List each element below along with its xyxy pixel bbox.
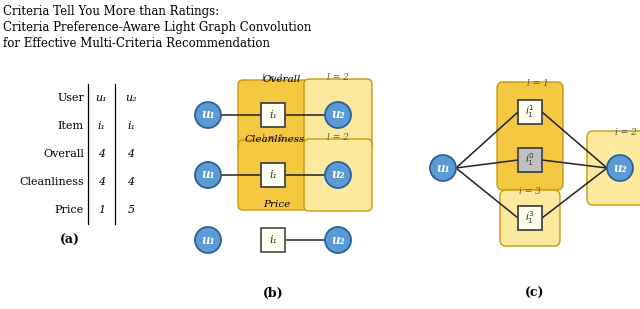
Text: l = 2: l = 2 [327, 133, 349, 142]
Text: i₁: i₁ [97, 121, 106, 131]
Text: u₁: u₁ [436, 162, 450, 175]
Text: i₁: i₁ [269, 235, 277, 245]
Text: 4: 4 [127, 177, 134, 187]
Text: l = 1: l = 1 [527, 79, 549, 88]
Circle shape [195, 162, 221, 188]
Circle shape [430, 155, 456, 181]
Text: i₁: i₁ [127, 121, 135, 131]
Text: (c): (c) [525, 287, 545, 300]
Text: 4: 4 [98, 149, 105, 159]
Text: u₂: u₂ [331, 108, 345, 121]
Text: u₁: u₁ [201, 168, 215, 181]
Circle shape [325, 162, 351, 188]
FancyBboxPatch shape [518, 148, 542, 172]
Text: User: User [57, 93, 84, 103]
Text: 4: 4 [127, 149, 134, 159]
Text: u₂: u₂ [125, 93, 137, 103]
Text: for Effective Multi-Criteria Recommendation: for Effective Multi-Criteria Recommendat… [3, 37, 270, 50]
Text: (a): (a) [60, 234, 80, 247]
Text: u₁: u₁ [96, 93, 108, 103]
Text: Cleanliness: Cleanliness [245, 135, 305, 144]
Text: i₁: i₁ [269, 110, 277, 120]
Text: 4: 4 [98, 177, 105, 187]
Circle shape [195, 227, 221, 253]
Text: u₁: u₁ [201, 234, 215, 247]
Text: i = 3: i = 3 [519, 187, 541, 196]
Text: u₂: u₂ [331, 168, 345, 181]
Text: Overall: Overall [263, 75, 301, 84]
Text: 1: 1 [98, 205, 105, 215]
FancyBboxPatch shape [587, 131, 640, 205]
FancyBboxPatch shape [304, 79, 372, 151]
FancyBboxPatch shape [261, 103, 285, 127]
Text: i₁: i₁ [269, 170, 277, 180]
Text: Criteria Tell You More than Ratings:: Criteria Tell You More than Ratings: [3, 5, 219, 18]
Text: Overall: Overall [43, 149, 84, 159]
FancyBboxPatch shape [304, 139, 372, 211]
Text: u₂: u₂ [613, 162, 627, 175]
Text: Price: Price [55, 205, 84, 215]
FancyBboxPatch shape [500, 190, 560, 246]
Text: l = 2: l = 2 [327, 73, 349, 82]
Text: l = 1: l = 1 [262, 134, 284, 143]
Text: Criteria Preference-Aware Light Graph Convolution: Criteria Preference-Aware Light Graph Co… [3, 21, 312, 34]
Text: 5: 5 [127, 205, 134, 215]
Text: l = 1: l = 1 [262, 74, 284, 83]
Text: i = 2: i = 2 [615, 128, 637, 137]
Text: Price: Price [263, 200, 291, 209]
Circle shape [195, 102, 221, 128]
FancyBboxPatch shape [518, 206, 542, 230]
FancyBboxPatch shape [261, 163, 285, 187]
Text: $i_1^3$: $i_1^3$ [525, 210, 535, 226]
Circle shape [325, 227, 351, 253]
Text: Cleanliness: Cleanliness [19, 177, 84, 187]
Text: $i_1^1$: $i_1^1$ [525, 104, 535, 121]
Text: (b): (b) [262, 287, 284, 300]
FancyBboxPatch shape [497, 82, 563, 190]
Circle shape [325, 102, 351, 128]
FancyBboxPatch shape [238, 80, 308, 150]
Text: Item: Item [58, 121, 84, 131]
FancyBboxPatch shape [261, 228, 285, 252]
Text: u₂: u₂ [331, 234, 345, 247]
Circle shape [607, 155, 633, 181]
Text: $i_1^0$: $i_1^0$ [525, 152, 535, 168]
FancyBboxPatch shape [238, 140, 308, 210]
FancyBboxPatch shape [518, 100, 542, 124]
Text: u₁: u₁ [201, 108, 215, 121]
